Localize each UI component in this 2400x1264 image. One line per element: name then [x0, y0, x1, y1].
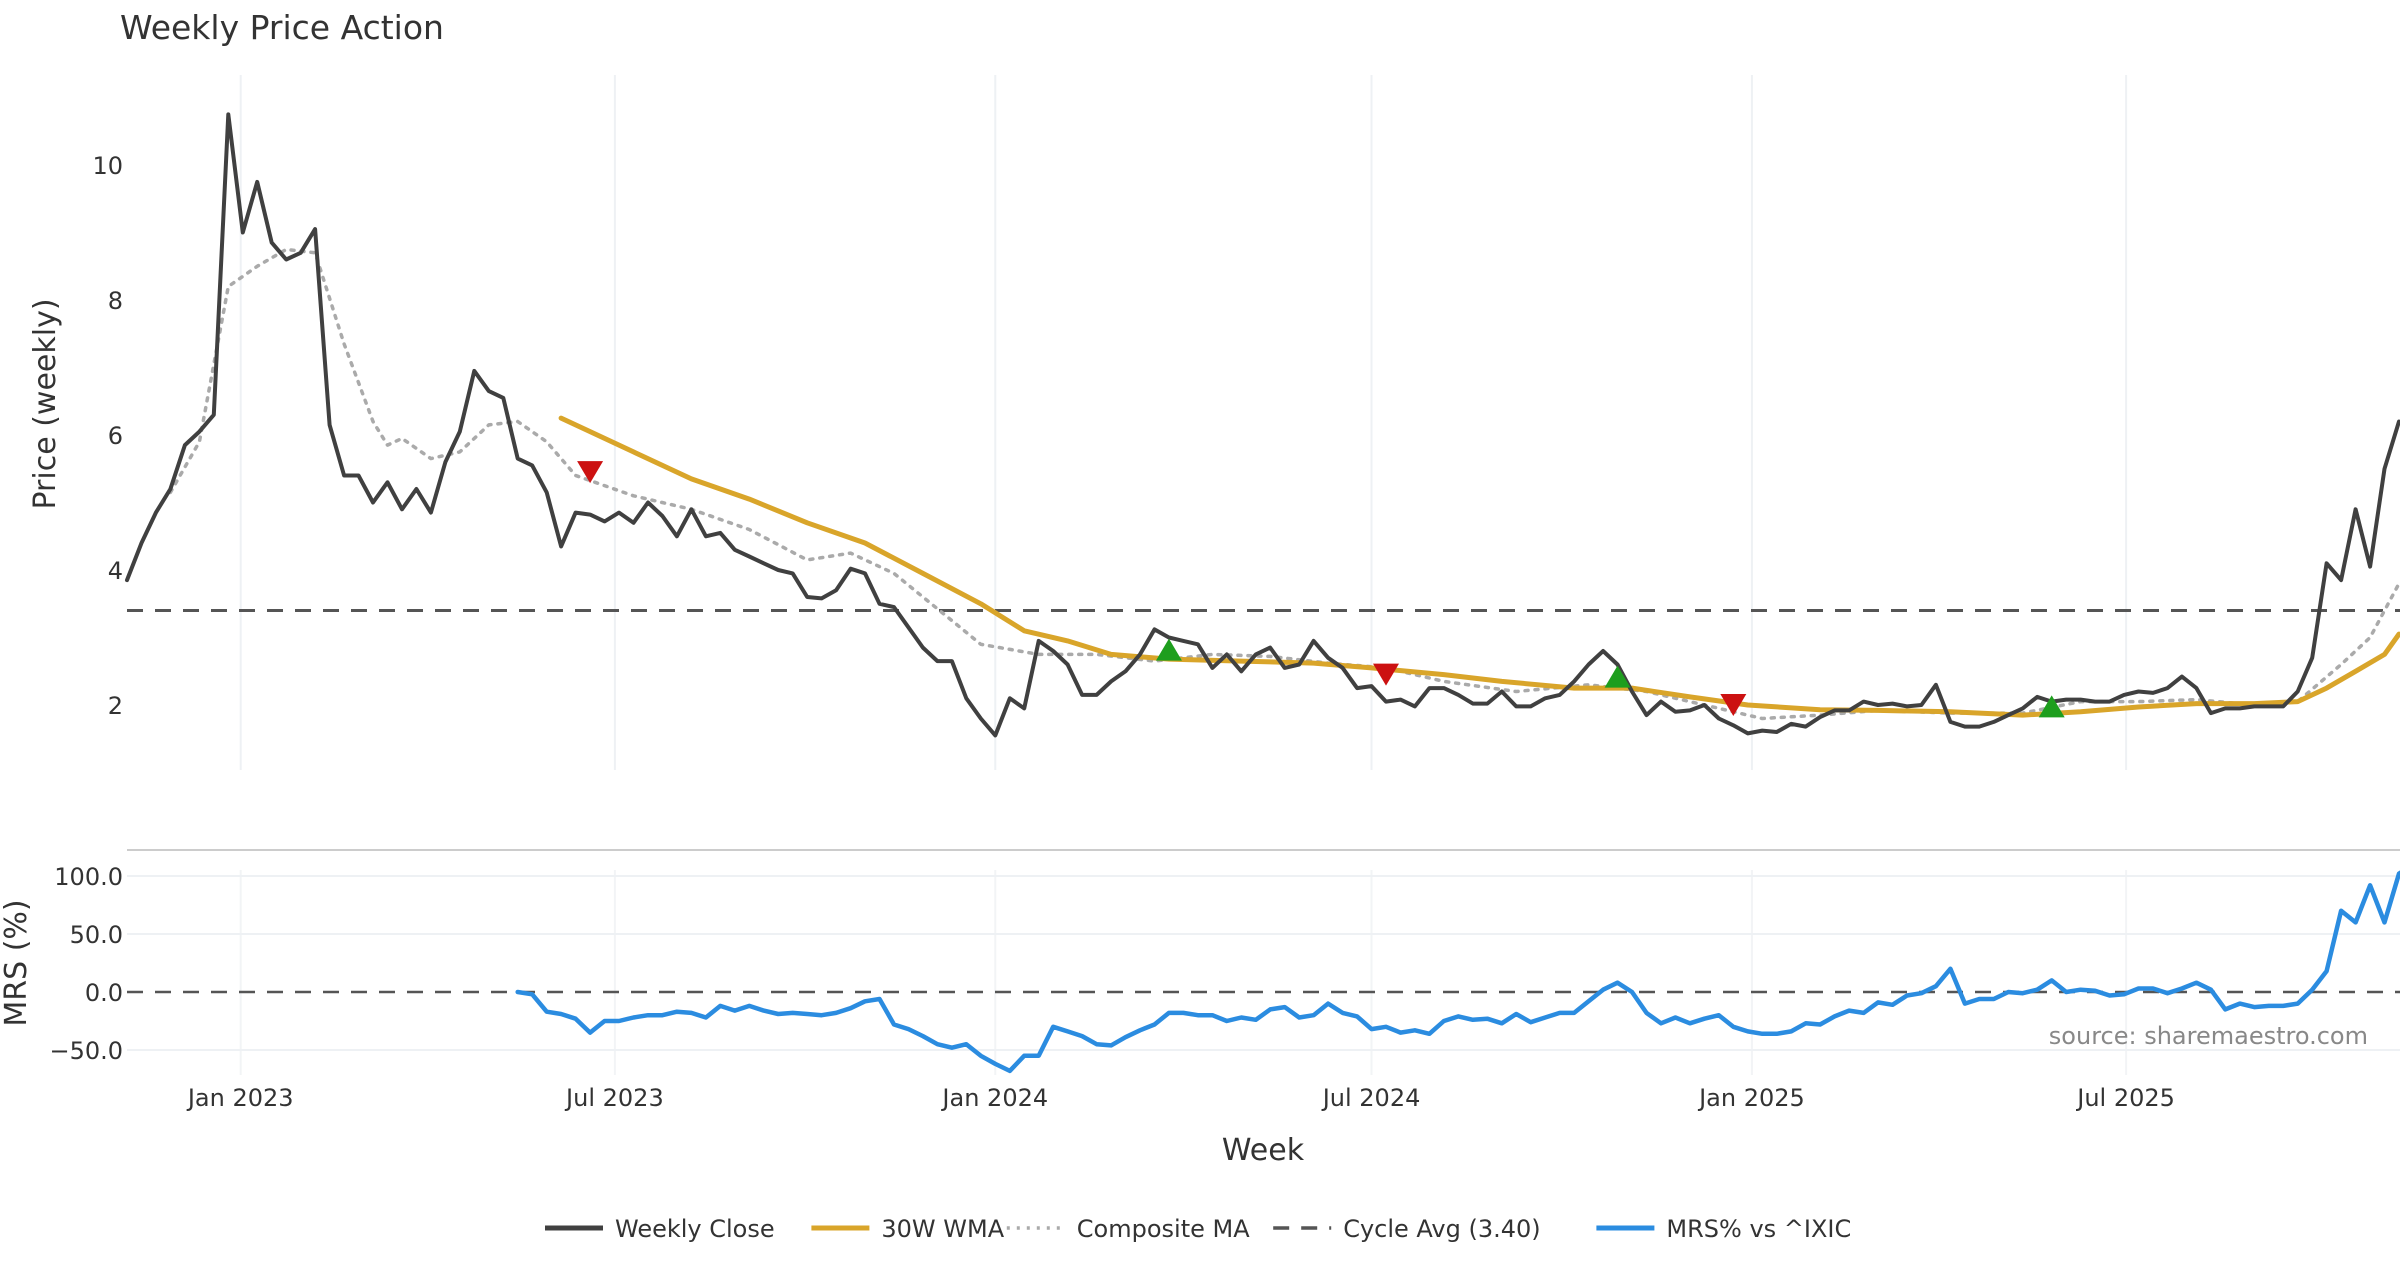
- legend-item: Weekly Close: [545, 1215, 775, 1243]
- legend-item: Cycle Avg (3.40): [1273, 1215, 1541, 1243]
- price-y-axis-title: Price (weekly): [28, 298, 63, 509]
- x-tick-label: Jan 2023: [186, 1084, 294, 1112]
- sell-signal-marker: [577, 461, 604, 484]
- legend-label: Weekly Close: [615, 1215, 775, 1243]
- sell-signal-marker: [1720, 694, 1747, 716]
- price-y-tick-label: 4: [108, 557, 123, 585]
- buy-signal-marker: [1604, 665, 1631, 688]
- mrs-y-tick-label: 0.0: [85, 979, 123, 1007]
- legend-label: 30W WMA: [881, 1215, 1004, 1243]
- mrs-y-tick-label: −50.0: [49, 1037, 123, 1065]
- x-tick-label: Jan 2024: [940, 1084, 1048, 1112]
- mrs-y-axis-title: MRS (%): [0, 899, 34, 1026]
- x-tick-label: Jul 2023: [564, 1084, 664, 1112]
- series-weekly-close-line: [125, 112, 2400, 738]
- series-composite-ma-line: [168, 247, 2400, 721]
- chart-title: Weekly Price Action: [120, 8, 444, 47]
- x-tick-label: Jul 2025: [2075, 1084, 2175, 1112]
- legend-item: 30W WMA: [811, 1215, 1005, 1243]
- x-tick-label: Jan 2025: [1697, 1084, 1805, 1112]
- series-30w-wma-line: [558, 415, 2400, 718]
- legend-label: Cycle Avg (3.40): [1343, 1215, 1540, 1243]
- price-y-tick-label: 6: [108, 422, 123, 450]
- mrs-panel: 100.0 50.0 0.0 −50.0 MRS (%) Jan 2023 Jul 2023…: [0, 849, 2400, 1168]
- x-axis-title: Week: [1222, 1133, 1305, 1168]
- legend-label: MRS% vs ^IXIC: [1666, 1215, 1851, 1243]
- price-panel: 2 4 6 8 10 Price (weekly): [28, 75, 2400, 770]
- chart-legend: Weekly Close 30W WMA Composite MA Cycle Avg…: [545, 1215, 1851, 1243]
- buy-signal-marker: [2038, 695, 2065, 718]
- price-y-tick-label: 8: [108, 287, 123, 315]
- x-tick-label: Jul 2024: [1321, 1084, 1421, 1112]
- mrs-y-tick-label: 50.0: [70, 921, 123, 949]
- price-y-tick-label: 10: [92, 152, 123, 180]
- sell-signal-marker: [1373, 663, 1400, 686]
- price-y-tick-label: 2: [108, 692, 123, 720]
- source-annotation: source: sharemaestro.com: [2049, 1022, 2368, 1050]
- series-mrs-vs-ixic-line: [515, 870, 2400, 1074]
- buy-signal-marker: [1155, 638, 1182, 661]
- mrs-y-tick-label: 100.0: [54, 863, 123, 891]
- legend-label: Composite MA: [1077, 1215, 1250, 1243]
- legend-item: MRS% vs ^IXIC: [1596, 1215, 1851, 1243]
- legend-item: Composite MA: [1006, 1215, 1250, 1243]
